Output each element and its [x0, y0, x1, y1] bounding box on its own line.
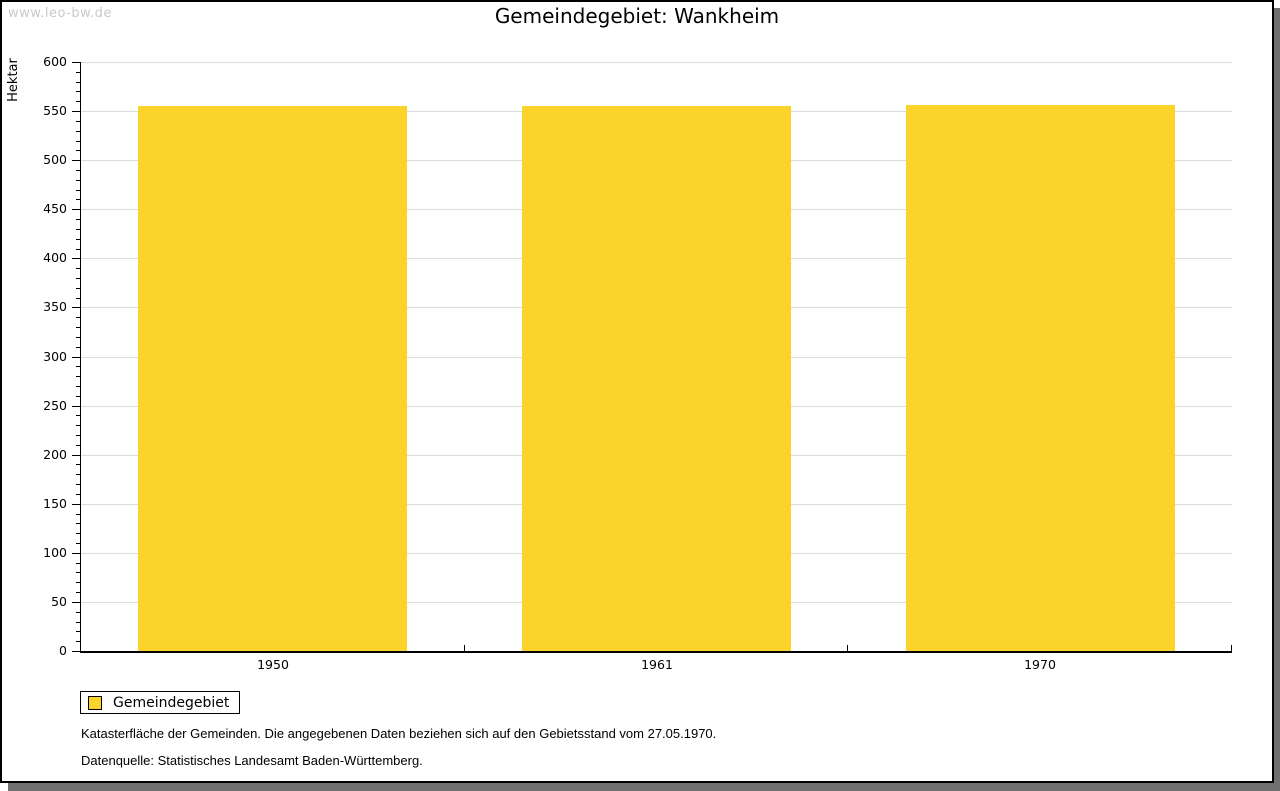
- y-minor-tick: [76, 347, 80, 348]
- y-axis-label: Hektar: [6, 58, 21, 102]
- y-minor-tick: [76, 622, 80, 623]
- bar-1961: [522, 106, 791, 651]
- y-minor-tick: [76, 239, 80, 240]
- y-tick-label: 150: [43, 496, 67, 511]
- y-minor-tick: [76, 523, 80, 524]
- y-minor-tick: [76, 72, 80, 73]
- y-major-tick: [72, 111, 80, 112]
- y-minor-tick: [76, 415, 80, 416]
- y-tick-label: 300: [43, 349, 67, 364]
- y-major-tick: [72, 357, 80, 358]
- y-major-tick: [72, 307, 80, 308]
- y-minor-tick: [76, 327, 80, 328]
- x-tick-label: 1961: [641, 657, 673, 672]
- y-minor-tick: [76, 631, 80, 632]
- y-minor-tick: [76, 101, 80, 102]
- footnote-line-2: Datenquelle: Statistisches Landesamt Bad…: [81, 753, 423, 768]
- y-tick-label: 450: [43, 201, 67, 216]
- y-minor-tick: [76, 288, 80, 289]
- y-minor-tick: [76, 563, 80, 564]
- y-minor-tick: [76, 376, 80, 377]
- y-tick-label: 250: [43, 398, 67, 413]
- y-minor-tick: [76, 82, 80, 83]
- y-tick-label: 100: [43, 545, 67, 560]
- bar-1970: [906, 105, 1175, 651]
- bar-1950: [138, 106, 407, 651]
- x-boundary-tick: [1231, 645, 1232, 651]
- y-minor-tick: [76, 533, 80, 534]
- x-tick-label: 1970: [1024, 657, 1056, 672]
- y-minor-tick: [76, 337, 80, 338]
- x-boundary-tick: [464, 645, 465, 651]
- y-minor-tick: [76, 484, 80, 485]
- y-minor-tick: [76, 268, 80, 269]
- y-minor-tick: [76, 641, 80, 642]
- page-title: Gemeindegebiet: Wankheim: [494, 4, 780, 28]
- y-tick-label: 400: [43, 250, 67, 265]
- y-minor-tick: [76, 298, 80, 299]
- y-tick-label: 500: [43, 152, 67, 167]
- y-minor-tick: [76, 219, 80, 220]
- y-major-tick: [72, 602, 80, 603]
- y-minor-tick: [76, 229, 80, 230]
- y-minor-tick: [76, 514, 80, 515]
- legend-label: Gemeindegebiet: [113, 694, 230, 711]
- y-minor-tick: [76, 121, 80, 122]
- y-minor-tick: [76, 131, 80, 132]
- y-major-tick: [72, 553, 80, 554]
- x-boundary-tick: [847, 645, 848, 651]
- footnote-line-1: Katasterfläche der Gemeinden. Die angege…: [81, 726, 717, 741]
- y-major-tick: [72, 504, 80, 505]
- y-major-tick: [72, 209, 80, 210]
- y-minor-tick: [76, 543, 80, 544]
- y-minor-tick: [76, 592, 80, 593]
- y-minor-tick: [76, 317, 80, 318]
- y-minor-tick: [76, 582, 80, 583]
- y-tick-label: 200: [43, 447, 67, 462]
- y-minor-tick: [76, 199, 80, 200]
- y-minor-tick: [76, 396, 80, 397]
- y-minor-tick: [76, 494, 80, 495]
- y-minor-tick: [76, 474, 80, 475]
- y-minor-tick: [76, 170, 80, 171]
- y-tick-label: 600: [43, 54, 67, 69]
- y-minor-tick: [76, 612, 80, 613]
- y-minor-tick: [76, 249, 80, 250]
- y-tick-label: 550: [43, 103, 67, 118]
- y-minor-tick: [76, 445, 80, 446]
- y-minor-tick: [76, 572, 80, 573]
- watermark: www.leo-bw.de: [8, 6, 112, 21]
- y-minor-tick: [76, 425, 80, 426]
- y-tick-label: 0: [59, 643, 67, 658]
- y-minor-tick: [76, 91, 80, 92]
- y-tick-label: 350: [43, 299, 67, 314]
- y-minor-tick: [76, 386, 80, 387]
- y-minor-tick: [76, 435, 80, 436]
- y-minor-tick: [76, 150, 80, 151]
- y-major-tick: [72, 455, 80, 456]
- y-minor-tick: [76, 464, 80, 465]
- plot-area: 0 50 100 150 200 250 300 350 400 450 500 550 600 1950…: [43, 54, 1232, 672]
- x-tick-label: 1950: [257, 657, 289, 672]
- gridline: [81, 62, 1232, 63]
- legend: Gemeindegebiet: [80, 691, 241, 714]
- y-minor-tick: [76, 278, 80, 279]
- y-major-tick: [72, 258, 80, 259]
- legend-swatch-icon: [88, 695, 102, 710]
- y-tick-label: 50: [51, 594, 67, 609]
- y-minor-tick: [76, 180, 80, 181]
- y-major-tick: [72, 62, 80, 63]
- y-minor-tick: [76, 141, 80, 142]
- y-major-tick: [72, 406, 80, 407]
- y-minor-tick: [76, 366, 80, 367]
- y-minor-tick: [76, 190, 80, 191]
- y-major-tick: [72, 160, 80, 161]
- y-major-tick: [72, 651, 80, 652]
